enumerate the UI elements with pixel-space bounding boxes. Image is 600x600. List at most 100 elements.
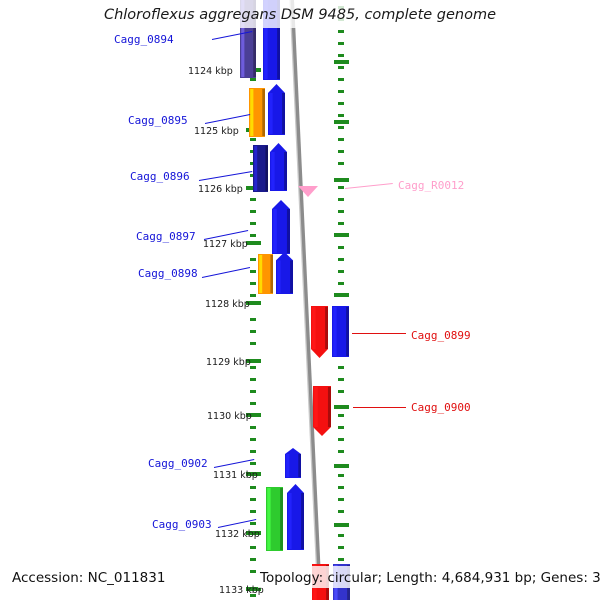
ruler-tick-minor xyxy=(250,546,256,549)
gene-label-cagg_0897[interactable]: Cagg_0897 xyxy=(136,230,196,243)
ruler-label: 1130 kbp xyxy=(207,411,252,422)
ruler-tick-minor xyxy=(250,450,256,453)
gene-arrow-icon xyxy=(276,252,293,294)
gene-label-cagg_0903[interactable]: Cagg_0903 xyxy=(152,518,212,531)
gene-label-cagg_0898[interactable]: Cagg_0898 xyxy=(138,267,198,280)
gene-label-cagg_0896[interactable]: Cagg_0896 xyxy=(130,170,190,183)
ruler-tick-minor xyxy=(338,138,344,141)
gene-label-leader xyxy=(201,267,251,278)
ruler-tick-minor xyxy=(250,294,256,297)
ruler-tick-major xyxy=(246,472,261,476)
ruler-tick-minor xyxy=(338,126,344,129)
ruler-tick-minor xyxy=(338,546,344,549)
ruler-tick-minor xyxy=(250,486,256,489)
ruler-tick-major xyxy=(246,301,261,305)
ruler-tick-minor xyxy=(250,330,256,333)
gene-arrow-icon xyxy=(249,88,265,137)
accession-text: Accession: NC_011831 xyxy=(12,570,166,586)
ruler-tick-minor xyxy=(338,102,344,105)
gene-label-cagg_0894[interactable]: Cagg_0894 xyxy=(114,33,174,46)
gene-arrow-icon xyxy=(258,254,273,294)
ruler-tick-minor xyxy=(338,378,344,381)
ruler-tick-minor xyxy=(338,270,344,273)
gene-feature[interactable] xyxy=(287,484,304,550)
gene-label-leader xyxy=(352,333,406,334)
ruler-tick-minor xyxy=(338,42,344,45)
ruler-tick-minor xyxy=(338,66,344,69)
gene-label-leader xyxy=(353,407,406,408)
gene-label-leader xyxy=(198,171,253,181)
ruler-label: 1129 kbp xyxy=(206,357,251,368)
rna-label-cagg_r0012[interactable]: Cagg_R0012 xyxy=(398,179,465,192)
ruler-tick-minor xyxy=(338,486,344,489)
ruler-tick-minor xyxy=(250,510,256,513)
ruler-tick-minor xyxy=(338,366,344,369)
gene-feature[interactable] xyxy=(266,487,283,551)
ruler-tick-major xyxy=(334,60,349,64)
ruler-tick-minor xyxy=(250,222,256,225)
gene-label-leader xyxy=(204,114,251,124)
gene-feature[interactable] xyxy=(253,145,268,192)
ruler-tick-minor xyxy=(250,318,256,321)
ruler-tick-minor xyxy=(250,282,256,285)
ruler-tick-minor xyxy=(250,258,256,261)
ruler-tick-minor xyxy=(338,510,344,513)
ruler-tick-minor xyxy=(338,54,344,57)
ruler-tick-minor xyxy=(338,246,344,249)
gene-label-cagg_0900[interactable]: Cagg_0900 xyxy=(411,401,471,414)
ruler-tick-major xyxy=(334,523,349,527)
ruler-label: 1127 kbp xyxy=(203,239,248,250)
ruler-ticks-right xyxy=(334,0,358,600)
ruler-tick-major xyxy=(246,241,261,245)
gene-feature[interactable] xyxy=(311,306,328,358)
gene-arrow-icon xyxy=(266,487,283,551)
ruler-tick-minor xyxy=(338,90,344,93)
ruler-tick-minor xyxy=(338,222,344,225)
gene-label-cagg_0899[interactable]: Cagg_0899 xyxy=(411,329,471,342)
gene-feature[interactable] xyxy=(249,88,265,137)
gene-feature[interactable] xyxy=(258,254,273,294)
ruler-tick-minor xyxy=(338,534,344,537)
gene-label-cagg_0895[interactable]: Cagg_0895 xyxy=(128,114,188,127)
gene-label-cagg_0902[interactable]: Cagg_0902 xyxy=(148,457,208,470)
ruler-tick-minor xyxy=(338,186,344,189)
ruler-tick-minor xyxy=(338,30,344,33)
rna-feature-triangle-icon[interactable] xyxy=(298,186,318,198)
gene-arrow-icon xyxy=(270,143,287,191)
gene-feature[interactable] xyxy=(285,448,301,478)
ruler-tick-minor xyxy=(338,390,344,393)
ruler-tick-minor xyxy=(250,558,256,561)
gene-arrow-icon xyxy=(272,200,290,254)
ruler-tick-minor xyxy=(338,162,344,165)
ruler-label: 1124 kbp xyxy=(188,66,233,77)
ruler-label: 1126 kbp xyxy=(198,184,243,195)
ruler-tick-minor xyxy=(338,438,344,441)
gene-feature[interactable] xyxy=(313,386,331,436)
ruler-tick-minor xyxy=(338,198,344,201)
ruler-tick-minor xyxy=(250,426,256,429)
gene-feature[interactable] xyxy=(270,143,287,191)
ruler-tick-minor xyxy=(338,150,344,153)
ruler-ticks-left xyxy=(246,0,270,600)
ruler-label: 1131 kbp xyxy=(213,470,258,481)
ruler-tick-minor xyxy=(338,558,344,561)
ruler-tick-minor xyxy=(250,594,256,597)
ruler-label: 1133 kbp xyxy=(219,585,264,596)
gene-feature[interactable] xyxy=(332,306,349,357)
gene-feature[interactable] xyxy=(272,200,290,254)
ruler-tick-major xyxy=(334,293,349,297)
gene-arrow-icon xyxy=(313,386,331,436)
ruler-tick-major xyxy=(334,178,349,182)
gene-feature[interactable] xyxy=(276,252,293,294)
ruler-tick-minor xyxy=(250,498,256,501)
gene-arrow-icon xyxy=(285,448,301,478)
ruler-tick-major xyxy=(246,587,261,591)
ruler-tick-minor xyxy=(250,390,256,393)
ruler-tick-minor xyxy=(338,498,344,501)
ruler-tick-minor xyxy=(250,378,256,381)
ruler-tick-minor xyxy=(250,210,256,213)
gene-feature[interactable] xyxy=(268,84,285,135)
ruler-tick-major xyxy=(246,359,261,363)
ruler-tick-major xyxy=(246,531,261,535)
